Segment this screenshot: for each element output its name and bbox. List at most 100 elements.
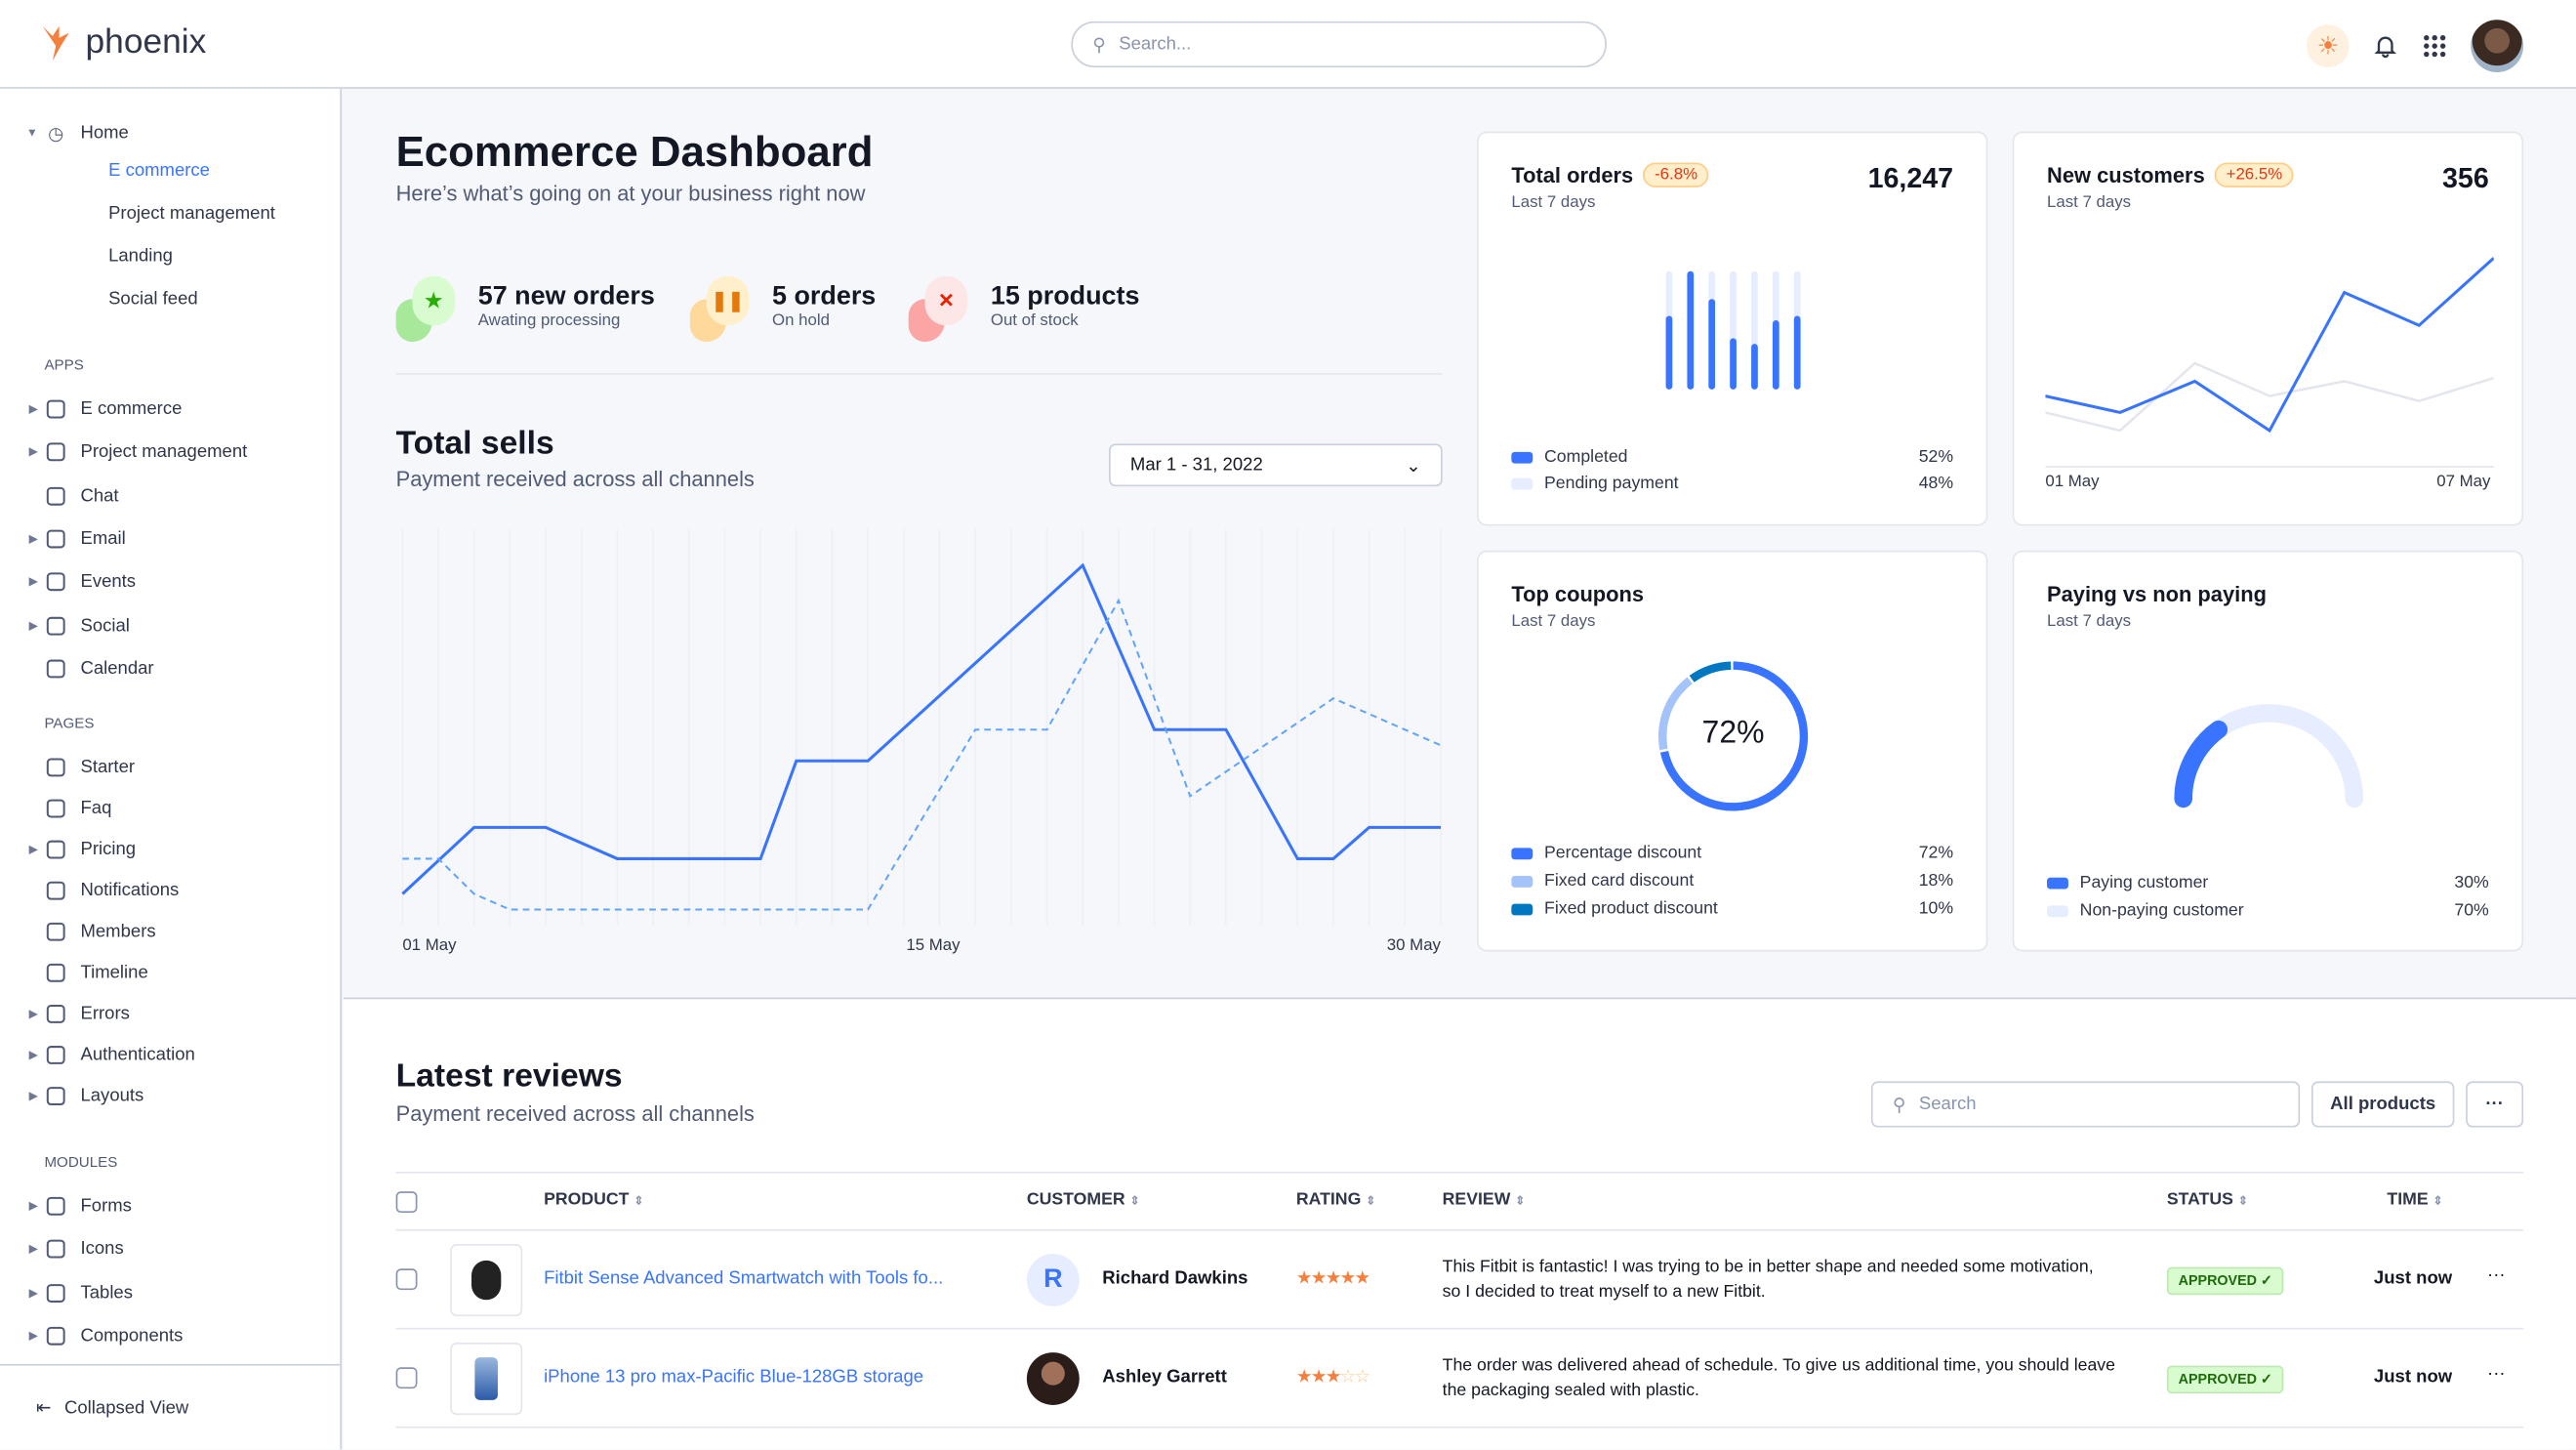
sidebar-item-starter[interactable]: Starter: [0, 751, 135, 784]
star-icon: ★: [412, 275, 456, 326]
sidebar-item-faq[interactable]: Faq: [0, 792, 111, 825]
legend-value: 70%: [2454, 900, 2489, 921]
sidebar-item-home[interactable]: ▼ ◷ Home: [0, 116, 129, 149]
sidebar-item-chat[interactable]: Chat: [0, 479, 119, 513]
column-header-customer[interactable]: CUSTOMER ⇕: [1027, 1189, 1140, 1209]
reviews-search-input[interactable]: ⚲ Search: [1870, 1081, 2301, 1128]
sidebar-item-label: Members: [80, 922, 156, 942]
sidebar-item-errors[interactable]: ▶ Errors: [0, 998, 130, 1031]
product-link[interactable]: iPhone 13 pro max-Pacific Blue-128GB sto…: [544, 1367, 924, 1388]
sidebar-subitem[interactable]: Landing: [108, 246, 173, 267]
x-tick-label: 07 May: [2436, 473, 2491, 492]
card-subtitle: Last 7 days: [2047, 612, 2132, 632]
user-avatar[interactable]: [2471, 20, 2524, 73]
sidebar-item-layouts[interactable]: ▶ Layouts: [0, 1080, 144, 1113]
stat-item: ✕ 15 products Out of stock: [908, 275, 1139, 343]
series-line: [401, 562, 1441, 895]
column-header-label: STATUS: [2166, 1189, 2233, 1210]
clock-icon: [44, 962, 67, 985]
sidebar-subitem[interactable]: Social feed: [108, 289, 198, 310]
sidebar-item-events[interactable]: ▶ Events: [0, 565, 136, 599]
sun-icon[interactable]: ☀: [2306, 24, 2350, 68]
series-line: [2045, 257, 2494, 434]
sidebar-item-label: Events: [80, 571, 137, 593]
card-subtitle: Last 7 days: [1511, 612, 1596, 632]
product-image[interactable]: [450, 1343, 523, 1416]
layout-icon: [44, 1085, 67, 1108]
all-products-button[interactable]: All products: [2310, 1081, 2455, 1128]
sidebar-item-social[interactable]: ▶ Social: [0, 609, 130, 642]
legend-item: Completed 52%: [1511, 447, 1953, 467]
stat-subtitle: Awating processing: [477, 311, 621, 331]
column-header-product[interactable]: PRODUCT ⇕: [544, 1189, 643, 1209]
row-checkbox[interactable]: [395, 1367, 418, 1389]
change-badge: -6.8%: [1643, 162, 1709, 187]
stat-title: 57 new orders: [477, 282, 655, 311]
caret-right-icon: ▶: [28, 404, 38, 416]
caret-right-icon: ▶: [28, 447, 38, 460]
sidebar-section-title: PAGES: [44, 715, 95, 731]
card-subtitle: Last 7 days: [1511, 193, 1596, 213]
bell-icon[interactable]: [2372, 33, 2398, 60]
sidebar-item-label: Authentication: [80, 1045, 195, 1065]
sidebar-item-components[interactable]: ▶ Components: [0, 1319, 184, 1352]
row-actions-button[interactable]: ···: [2487, 1264, 2506, 1286]
caret-right-icon: ▶: [28, 533, 38, 546]
orders-bar-chart: [1665, 270, 1801, 390]
sidebar-subitem[interactable]: Project management: [108, 203, 275, 224]
logo[interactable]: phoenix: [39, 23, 206, 62]
column-header-status[interactable]: STATUS ⇕: [2167, 1189, 2248, 1209]
sidebar-item-e-commerce[interactable]: ▶ E commerce: [0, 393, 183, 426]
sidebar-item-notifications[interactable]: Notifications: [0, 874, 179, 907]
column-header-review[interactable]: REVIEW ⇕: [1443, 1189, 1526, 1209]
legend-item: Pending payment 48%: [1511, 474, 1953, 493]
sidebar-item-label: Layouts: [80, 1086, 144, 1106]
x-tick-label: 01 May: [402, 935, 457, 954]
caret-right-icon: ▶: [28, 1050, 38, 1062]
sidebar-item-members[interactable]: Members: [0, 915, 156, 948]
legend-item: Fixed card discount 18%: [1511, 871, 1953, 891]
sidebar-subitem[interactable]: E commerce: [108, 160, 211, 182]
legend-label: Pending payment: [1544, 473, 1679, 493]
sidebar-item-project-management[interactable]: ▶ Project management: [0, 435, 248, 469]
sidebar-item-timeline[interactable]: Timeline: [0, 957, 148, 990]
row-actions-button[interactable]: ···: [2487, 1363, 2506, 1385]
sidebar-item-label: Timeline: [80, 963, 148, 983]
caret-right-icon: ▶: [28, 845, 38, 856]
row-checkbox[interactable]: [395, 1268, 418, 1291]
global-search-input[interactable]: ⚲ Search...: [1071, 21, 1607, 68]
sort-icon: ⇕: [2237, 1196, 2248, 1209]
apps-grid-icon[interactable]: [2422, 33, 2448, 60]
sidebar-item-pricing[interactable]: ▶ Pricing: [0, 833, 136, 866]
customer-name[interactable]: Ashley Garrett: [1102, 1367, 1227, 1388]
sidebar-item-calendar[interactable]: Calendar: [0, 652, 154, 685]
card-title: New customers: [2047, 162, 2205, 187]
customer-name[interactable]: Richard Dawkins: [1102, 1268, 1248, 1289]
clipboard-icon: [44, 441, 67, 465]
card-title: Paying vs non paying: [2047, 581, 2267, 607]
reviews-title: Latest reviews: [395, 1057, 623, 1095]
more-options-button[interactable]: ···: [2466, 1081, 2524, 1128]
alert-icon: [44, 1003, 67, 1026]
review-text: This Fitbit is fantastic! I was trying t…: [1442, 1257, 2094, 1302]
caret-right-icon: ▶: [28, 620, 38, 633]
new-customers-card: New customers +26.5% Last 7 days 356 01 M…: [2012, 131, 2524, 526]
sidebar-item-label: Project management: [80, 442, 248, 463]
sidebar-item-forms[interactable]: ▶ Forms: [0, 1189, 132, 1222]
lock-icon: [44, 1044, 67, 1067]
product-link[interactable]: Fitbit Sense Advanced Smartwatch with To…: [544, 1268, 944, 1289]
select-all-checkbox[interactable]: [395, 1191, 418, 1214]
card-subtitle: Last 7 days: [2047, 193, 2132, 213]
sidebar-item-tables[interactable]: ▶ Tables: [0, 1276, 133, 1309]
column-header-rating[interactable]: RATING ⇕: [1296, 1189, 1375, 1209]
collapsed-view-button[interactable]: ⇤ Collapsed View: [0, 1363, 343, 1450]
column-header-time[interactable]: TIME ⇕: [2387, 1189, 2442, 1209]
sidebar-item-authentication[interactable]: ▶ Authentication: [0, 1039, 195, 1072]
total-sells-title: Total sells: [395, 425, 554, 462]
sidebar-item-email[interactable]: ▶ Email: [0, 522, 126, 556]
date-range-select[interactable]: Mar 1 - 31, 2022 ⌄: [1109, 443, 1443, 487]
sidebar-item-label: Components: [80, 1325, 184, 1346]
sidebar-item-icons[interactable]: ▶ Icons: [0, 1233, 124, 1266]
x-tick-label: 15 May: [906, 935, 961, 954]
product-image[interactable]: [450, 1244, 523, 1317]
